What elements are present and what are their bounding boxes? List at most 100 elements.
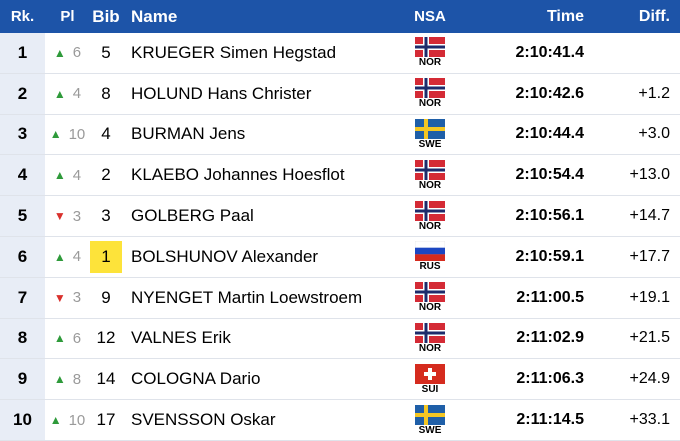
bib: 3 — [101, 206, 111, 226]
flag-icon — [415, 78, 445, 98]
trend-arrow: ▼ — [53, 290, 66, 305]
trend-arrow: ▲ — [49, 413, 62, 428]
nation-code: SWE — [418, 138, 442, 150]
time-behind: +24.9 — [629, 370, 670, 388]
flag-icon — [415, 37, 445, 57]
trend-arrow: ▲ — [49, 127, 62, 142]
nation: SWE — [400, 115, 460, 155]
nation: SUI — [400, 359, 460, 399]
bib-cell: 3 — [90, 196, 122, 236]
finish-time: 2:10:41.4 — [515, 43, 585, 61]
rank: 4 — [0, 155, 45, 196]
nation-code: NOR — [418, 98, 442, 110]
rank: 2 — [0, 73, 45, 114]
result-row: 7 ▼ 3 9 NYENGET Martin Loewstroem NOR 2:11:00.… — [0, 277, 680, 319]
rank: 10 — [0, 400, 45, 440]
flag-icon — [415, 323, 445, 343]
nation: NOR — [400, 278, 460, 318]
bib-cell: 2 — [90, 155, 122, 195]
rank: 5 — [0, 196, 45, 236]
bib: 12 — [96, 328, 116, 348]
time-behind: +3.0 — [638, 125, 670, 143]
place-change: ▲ 10 — [45, 400, 90, 440]
place-change: ▼ 3 — [45, 196, 90, 236]
place-change: ▼ 3 — [45, 278, 90, 318]
place-change: ▲ 4 — [45, 74, 90, 114]
nation: NOR — [400, 74, 460, 114]
bib-cell: 9 — [90, 278, 122, 318]
place-change: ▲ 4 — [45, 237, 90, 277]
previous-place: 6 — [72, 44, 82, 62]
athlete-name: NYENGET Martin Loewstroem — [131, 287, 363, 307]
column-header: Rk. — [10, 8, 35, 25]
previous-place: 4 — [72, 85, 82, 103]
nation-code: NOR — [418, 57, 442, 69]
column-header: Name — [131, 6, 178, 26]
athlete-name: COLOGNA Dario — [131, 369, 261, 389]
bib: 5 — [101, 42, 111, 62]
place-change: ▲ 6 — [45, 33, 90, 73]
bib-cell: 8 — [90, 74, 122, 114]
flag-icon — [415, 160, 445, 180]
time-behind: +1.2 — [638, 84, 670, 102]
column-header: NSA — [414, 8, 446, 25]
previous-place: 10 — [68, 125, 86, 143]
trend-arrow: ▲ — [53, 331, 66, 346]
athlete-name: BURMAN Jens — [131, 124, 246, 144]
result-row: 2 ▲ 4 8 HOLUND Hans Christer NOR 2:10:42.6 +1.2 — [0, 73, 680, 115]
bib: 17 — [96, 410, 116, 430]
previous-place: 10 — [68, 411, 86, 429]
athlete-name: VALNES Erik — [131, 328, 231, 348]
column-header: Bib — [92, 6, 120, 26]
nation: NOR — [400, 155, 460, 195]
time-behind: +17.7 — [629, 247, 670, 265]
bib: 4 — [101, 124, 111, 144]
previous-place: 8 — [72, 370, 82, 388]
place-change: ▲ 10 — [45, 115, 90, 155]
finish-time: 2:11:06.3 — [516, 370, 584, 388]
rank: 6 — [0, 236, 45, 277]
previous-place: 4 — [72, 248, 82, 266]
flag-icon — [415, 119, 445, 139]
time-behind — [590, 33, 680, 73]
bib-cell: 5 — [90, 33, 122, 73]
bib-cell: 12 — [90, 319, 122, 359]
time-behind: +14.7 — [629, 207, 670, 225]
nation-code: NOR — [418, 220, 442, 232]
nation: SWE — [400, 400, 460, 440]
result-row: 8 ▲ 6 12 VALNES Erik NOR 2:11:02.9 +21.5 — [0, 318, 680, 360]
bib-cell: 17 — [90, 400, 122, 440]
place-change: ▲ 8 — [45, 359, 90, 399]
athlete-name: HOLUND Hans Christer — [131, 83, 312, 103]
result-row: 3 ▲ 10 4 BURMAN Jens SWE 2:10:44.4 +3.0 — [0, 114, 680, 156]
nation: NOR — [400, 33, 460, 73]
column-header: Pl — [60, 8, 75, 25]
result-row: 5 ▼ 3 3 GOLBERG Paal NOR 2:10:56.1 +14.7 — [0, 196, 680, 237]
athlete-name: KLAEBO Johannes Hoesflot — [131, 165, 345, 185]
finish-time: 2:10:42.6 — [515, 84, 585, 102]
trend-arrow: ▼ — [53, 209, 66, 224]
flag-icon — [415, 405, 445, 425]
athlete-name: KRUEGER Simen Hegstad — [131, 42, 337, 62]
rank: 8 — [0, 318, 45, 359]
bib-cell: 4 — [90, 115, 122, 155]
nation-code: NOR — [418, 302, 442, 314]
flag-icon — [415, 241, 445, 261]
result-row: 9 ▲ 8 14 COLOGNA Dario SUI 2:11:06.3 +24.9 — [0, 359, 680, 401]
result-row: 6 ▲ 4 1 BOLSHUNOV Alexander RUS 2:10:59.1 +17.7 — [0, 236, 680, 278]
rank: 1 — [0, 33, 45, 73]
nation-code: SUI — [421, 383, 439, 395]
previous-place: 6 — [72, 329, 82, 347]
flag-icon — [415, 201, 445, 221]
bib: 8 — [101, 83, 111, 103]
header-row: Rk. Pl Bib Name NSA Time Diff. — [0, 0, 680, 33]
column-header: Time — [546, 7, 584, 25]
nation: NOR — [400, 319, 460, 359]
finish-time: 2:11:02.9 — [516, 329, 584, 347]
trend-arrow: ▲ — [53, 249, 66, 264]
flag-icon — [415, 364, 445, 384]
rank: 7 — [0, 277, 45, 318]
nation: RUS — [400, 237, 460, 277]
finish-time: 2:11:14.5 — [516, 411, 584, 429]
